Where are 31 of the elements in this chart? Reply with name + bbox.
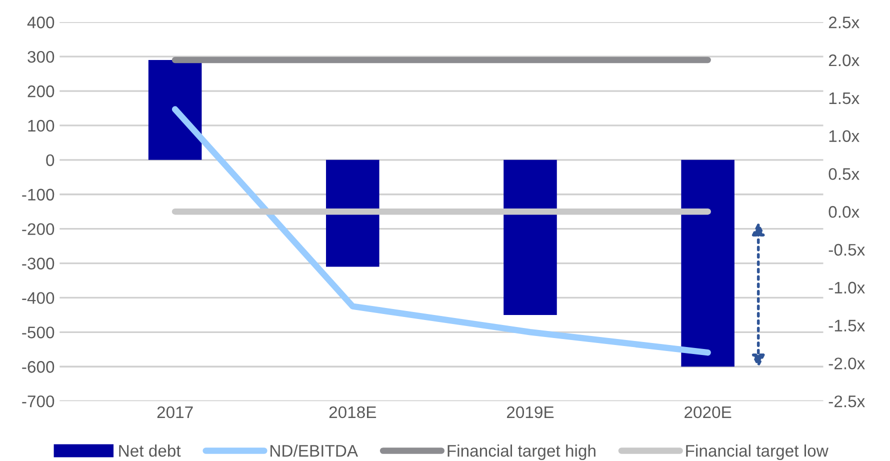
y-tick-label: -700: [22, 395, 54, 408]
y-tick-label: -100: [22, 188, 54, 201]
y2-tick-label: -2.0x: [828, 358, 865, 370]
x-tick-label: 2020E: [684, 406, 732, 418]
y-tick-label: 200: [28, 85, 54, 98]
y2-tick-label: -2.5x: [828, 395, 865, 408]
y2-tick-label: 1.5x: [829, 92, 860, 104]
y-tick-label: -600: [22, 361, 54, 373]
x-tick-label: 2018E: [329, 406, 376, 418]
y2-tick-label: 2.5x: [828, 16, 860, 28]
y2-tick-label: 2.0x: [828, 54, 860, 66]
y-tick-label: 100: [28, 120, 54, 132]
y-tick-label: -500: [22, 326, 54, 338]
y-tick-label: -200: [22, 223, 54, 236]
y-tick-label: 300: [28, 50, 54, 63]
y-tick-label: -300: [22, 258, 54, 270]
legend-label: Net debt: [119, 444, 181, 457]
y2-tick-label: -1.0x: [828, 282, 865, 294]
y2-tick-label: 0.5x: [828, 168, 860, 180]
legend-label: Financial target low: [686, 444, 828, 460]
legend-label: ND/EBITDA: [270, 444, 358, 457]
legend-label: Financial target high: [448, 444, 596, 460]
y-tick-label: 0: [46, 154, 54, 166]
x-tick-label: 2017: [157, 406, 193, 418]
y-tick-label: -400: [22, 292, 54, 304]
y2-tick-label: 0.0x: [828, 206, 860, 218]
y2-tick-label: -1.5x: [828, 320, 865, 332]
y2-tick-label: 1.0x: [829, 130, 860, 142]
y-tick-label: 400: [27, 16, 54, 28]
y2-tick-label: -0.5x: [828, 244, 865, 256]
x-tick-label: 2019E: [506, 406, 554, 418]
